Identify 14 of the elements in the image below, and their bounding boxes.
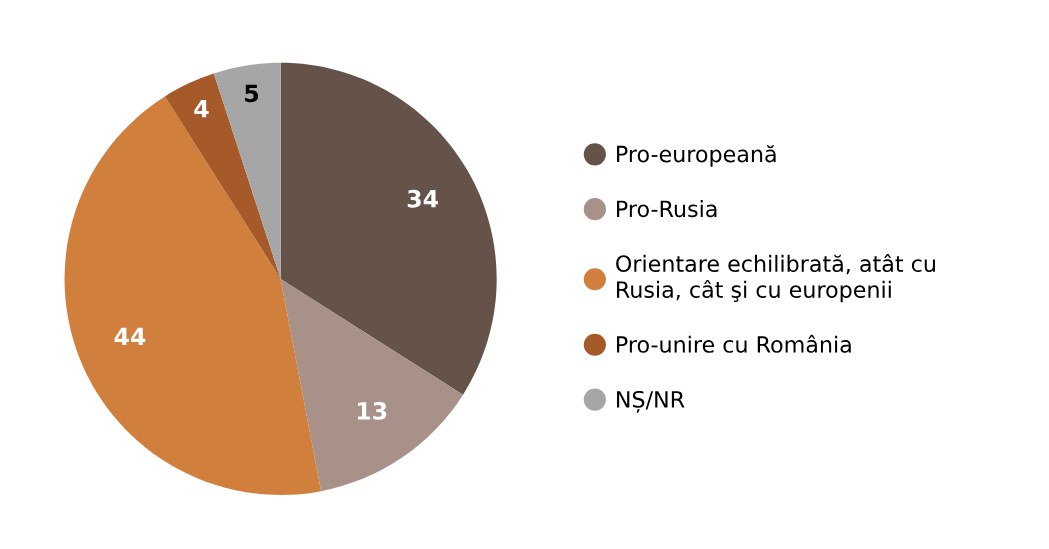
data-label: 34 xyxy=(407,189,438,208)
data-label: 13 xyxy=(357,401,387,420)
data-label: 44 xyxy=(114,327,146,346)
pie-slice xyxy=(280,62,497,395)
legend-label: Pro-unire cu România xyxy=(617,334,851,353)
pie-slice xyxy=(280,278,464,492)
legend-label: NȘ/NR xyxy=(617,390,685,413)
data-label: 5 xyxy=(245,84,259,103)
pie-slice xyxy=(213,62,281,279)
data-label: 4 xyxy=(194,100,209,118)
legend-label: Pro-europeană xyxy=(617,145,776,167)
legend-label: Orientare echilibrată, atât cu Rusia, cât şi cu europenii xyxy=(616,253,935,303)
pie-slice xyxy=(164,73,281,279)
legend-label: Pro-Rusia xyxy=(617,200,717,218)
